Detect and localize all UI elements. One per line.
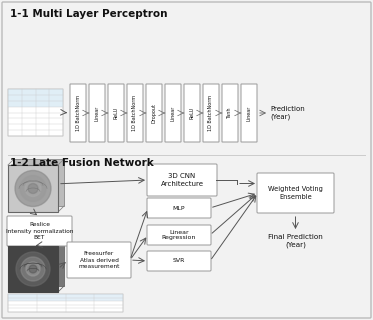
FancyBboxPatch shape — [14, 240, 64, 286]
FancyBboxPatch shape — [241, 84, 257, 142]
Text: 3D CNN
Architecture: 3D CNN Architecture — [160, 173, 204, 187]
Text: Dropout: Dropout — [151, 103, 157, 123]
FancyBboxPatch shape — [8, 101, 63, 107]
FancyBboxPatch shape — [222, 84, 238, 142]
Circle shape — [21, 257, 45, 281]
Text: ReLU: ReLU — [113, 107, 119, 119]
Text: Freesurfer
Atlas derived
measurement: Freesurfer Atlas derived measurement — [78, 251, 120, 269]
Circle shape — [15, 171, 51, 206]
FancyBboxPatch shape — [127, 84, 143, 142]
FancyBboxPatch shape — [70, 84, 86, 142]
FancyBboxPatch shape — [147, 225, 211, 245]
Text: 1D BatchNorm: 1D BatchNorm — [75, 95, 81, 131]
Circle shape — [26, 262, 40, 276]
FancyBboxPatch shape — [8, 89, 63, 95]
FancyBboxPatch shape — [146, 84, 162, 142]
Text: Prediction
(Year): Prediction (Year) — [270, 106, 305, 120]
Text: 1D BatchNorm: 1D BatchNorm — [132, 95, 138, 131]
Text: Linear: Linear — [94, 105, 100, 121]
FancyBboxPatch shape — [108, 84, 124, 142]
FancyBboxPatch shape — [203, 84, 219, 142]
Text: Final Prediction
(Year): Final Prediction (Year) — [268, 234, 323, 248]
FancyBboxPatch shape — [14, 159, 64, 206]
FancyBboxPatch shape — [147, 198, 211, 218]
Circle shape — [16, 252, 50, 286]
FancyBboxPatch shape — [8, 165, 58, 212]
FancyBboxPatch shape — [8, 95, 63, 101]
Text: 1-1 Multi Layer Perceptron: 1-1 Multi Layer Perceptron — [10, 9, 167, 19]
FancyBboxPatch shape — [8, 89, 63, 136]
Circle shape — [20, 175, 46, 202]
Circle shape — [25, 180, 41, 196]
Text: Linear
Regression: Linear Regression — [162, 230, 196, 240]
Text: SVR: SVR — [173, 259, 185, 263]
Text: Linear: Linear — [170, 105, 176, 121]
Circle shape — [28, 183, 38, 194]
FancyBboxPatch shape — [67, 242, 131, 278]
FancyBboxPatch shape — [184, 84, 200, 142]
Text: ReLU: ReLU — [189, 107, 194, 119]
FancyBboxPatch shape — [147, 251, 211, 271]
Text: Reslice
Intensity normalization
BET: Reslice Intensity normalization BET — [6, 222, 73, 240]
Text: MLP: MLP — [173, 205, 185, 211]
Text: Linear: Linear — [247, 105, 251, 121]
Text: Weighted Voting
Ensemble: Weighted Voting Ensemble — [268, 186, 323, 200]
FancyBboxPatch shape — [89, 84, 105, 142]
FancyBboxPatch shape — [8, 298, 123, 301]
FancyBboxPatch shape — [8, 294, 123, 312]
Text: 1-2 Late Fusion Network: 1-2 Late Fusion Network — [10, 158, 154, 168]
FancyBboxPatch shape — [7, 216, 72, 246]
FancyBboxPatch shape — [257, 173, 334, 213]
FancyBboxPatch shape — [8, 294, 123, 298]
FancyBboxPatch shape — [165, 84, 181, 142]
FancyBboxPatch shape — [2, 2, 371, 318]
Circle shape — [29, 265, 37, 273]
Text: Tanh: Tanh — [228, 107, 232, 119]
Text: 1D BatchNorm: 1D BatchNorm — [209, 95, 213, 131]
FancyBboxPatch shape — [8, 246, 58, 292]
FancyBboxPatch shape — [147, 164, 217, 196]
